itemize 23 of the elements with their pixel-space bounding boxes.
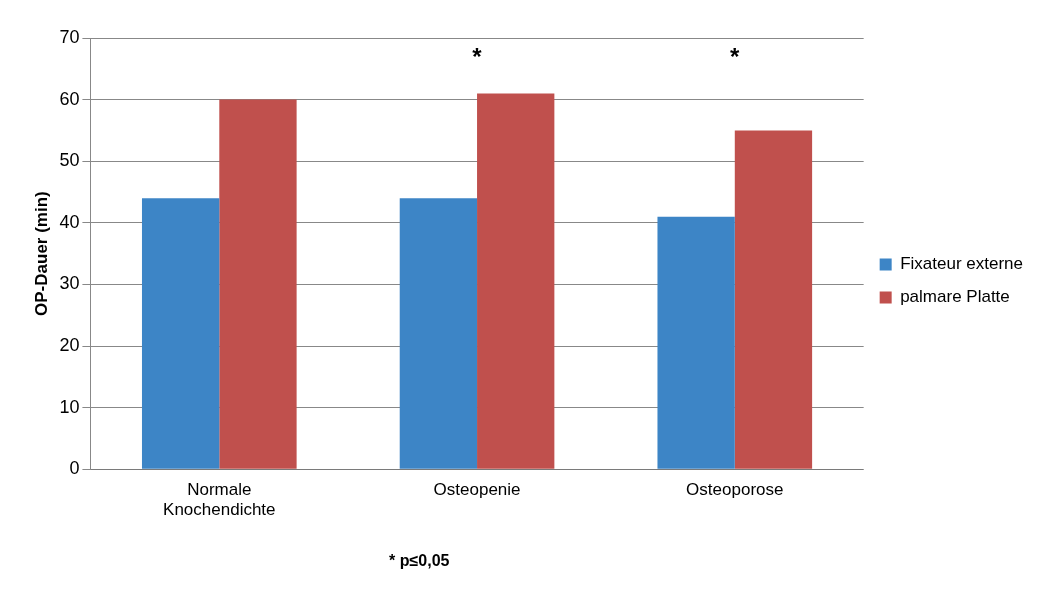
y-tick-label: 30	[59, 273, 80, 294]
y-tick-label: 20	[59, 334, 80, 355]
x-tick-label: Normale Knochendichte	[163, 480, 276, 520]
x-tick-label: Osteoporose	[686, 480, 784, 500]
annotation: *	[730, 42, 741, 70]
annotation: *	[472, 42, 483, 70]
y-tick-label: 10	[59, 396, 80, 417]
x-tick-label: Osteopenie	[433, 480, 521, 500]
y-tick-label: 70	[59, 26, 80, 47]
y-tick-label: 60	[59, 88, 80, 109]
bar	[734, 130, 813, 469]
text: * p≤0,05	[389, 552, 450, 569]
bar	[399, 198, 478, 469]
y-axis-title: OP-Dauer (min)	[31, 191, 51, 316]
y-tick-label: 40	[59, 211, 80, 232]
legend-label: Fixateur externe	[900, 254, 1024, 274]
bar	[477, 93, 555, 469]
y-tick-label: 0	[69, 458, 80, 479]
bar	[219, 99, 297, 469]
bar	[141, 198, 220, 469]
bar	[657, 216, 735, 469]
y-tick-label: 50	[59, 150, 80, 171]
legend-label: palmare Platte	[900, 287, 1010, 307]
